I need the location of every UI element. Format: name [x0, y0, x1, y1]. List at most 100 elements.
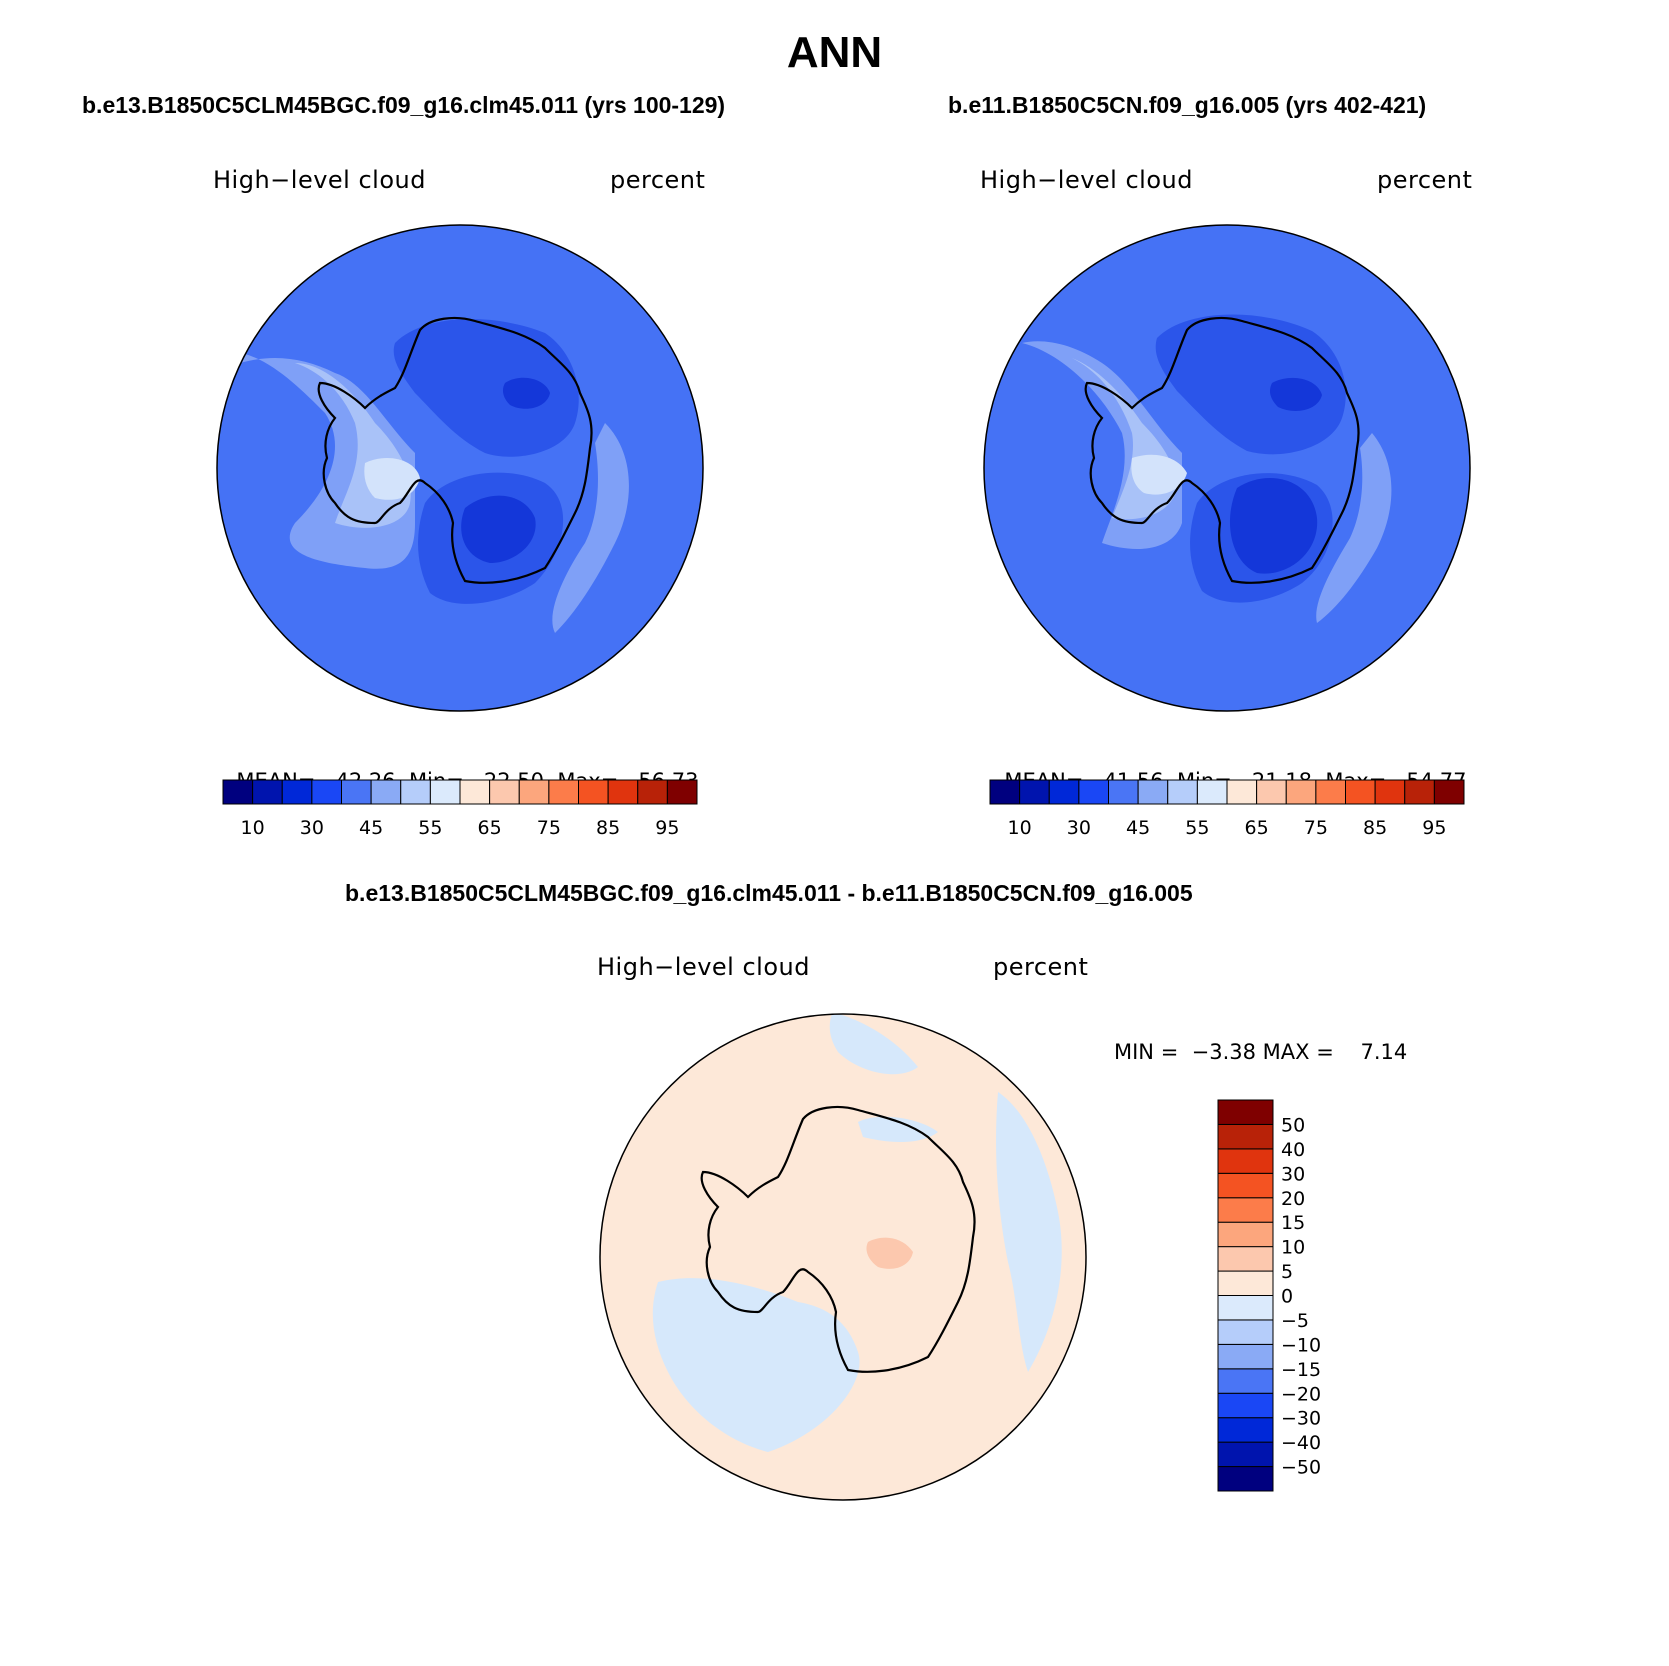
colorbar-tick-label: 45 [359, 817, 383, 839]
colorbar-tick-label: −5 [1281, 1310, 1309, 1332]
colorbar-swatch [1217, 1270, 1274, 1296]
panel2-variable-label: High−level cloud [980, 166, 1193, 194]
colorbar-swatch [1137, 779, 1169, 805]
colorbar-swatch [1217, 1099, 1274, 1125]
colorbar-swatch [1108, 779, 1139, 805]
colorbar-swatch [400, 779, 431, 805]
colorbar-tick-label: 75 [537, 817, 561, 839]
colorbar-swatch [341, 779, 372, 805]
colorbar-swatch [1217, 1343, 1274, 1370]
colorbar-tick-label: −15 [1281, 1359, 1321, 1381]
colorbar-swatch [607, 779, 639, 805]
panel1-variable-label: High−level cloud [213, 166, 426, 194]
panel2-colorbar: 10 30 45 55 65 75 85 95 [989, 779, 1465, 839]
diff-stats: MIN = −3.38 MAX = 7.14 [1114, 1040, 1408, 1064]
negative-region-coast [858, 1116, 938, 1142]
colorbar-swatch [1285, 779, 1317, 805]
colorbar-swatch [1315, 779, 1346, 805]
colorbar-swatch [222, 779, 254, 805]
colorbar-tick-label: 30 [1067, 817, 1091, 839]
colorbar-tick-label: 45 [1126, 817, 1150, 839]
colorbar-swatch [459, 779, 491, 805]
colorbar-tick-label: 85 [1363, 817, 1387, 839]
map-boundary [983, 224, 1471, 712]
east-light-band [552, 423, 629, 633]
darkest-core-north [502, 377, 550, 409]
colorbar-swatch [1167, 779, 1198, 805]
negative-region-north [829, 1014, 918, 1075]
colorbar-swatch [1196, 779, 1228, 805]
colorbar-tick-label: 75 [1304, 817, 1328, 839]
colorbar-swatch [666, 779, 698, 805]
colorbar-swatch [548, 779, 579, 805]
colorbar-swatch [1217, 1466, 1274, 1492]
colorbar-swatch [1217, 1123, 1274, 1150]
east-light-band [1316, 433, 1392, 623]
diff-units-label: percent [993, 953, 1089, 981]
colorbar-tick-label: 85 [596, 817, 620, 839]
colorbar-tick-label: 20 [1281, 1188, 1305, 1210]
colorbar-tick-label: −50 [1281, 1457, 1321, 1479]
panel2-units-label: percent [1377, 166, 1473, 194]
colorbar-tick-label: 40 [1281, 1139, 1305, 1161]
colorbar-swatch [489, 779, 520, 805]
panel2-case-title: b.e11.B1850C5CN.f09_g16.005 (yrs 402-421… [948, 92, 1427, 118]
panel1-units-label: percent [610, 166, 706, 194]
colorbar-tick-label: 0 [1281, 1286, 1293, 1308]
colorbar-tick-label: −30 [1281, 1408, 1321, 1430]
colorbar-tick-label: 10 [1008, 817, 1032, 839]
colorbar-swatch [578, 779, 609, 805]
colorbar-swatch [1226, 779, 1258, 805]
colorbar-tick-label: 65 [478, 817, 502, 839]
positive-patch [866, 1237, 913, 1269]
colorbar-tick-label: 65 [1245, 817, 1269, 839]
colorbar-tick-label: 30 [300, 817, 324, 839]
diff-case-title: b.e13.B1850C5CLM45BGC.f09_g16.clm45.011 … [345, 880, 1193, 906]
panel1-colorbar: 10 30 45 55 65 75 85 95 [222, 779, 698, 839]
colorbar-swatch [1078, 779, 1109, 805]
map-boundary [216, 224, 704, 712]
colorbar-tick-label: −40 [1281, 1432, 1321, 1454]
colorbar-swatch [1374, 779, 1406, 805]
colorbar-swatch [311, 779, 342, 805]
colorbar-swatch [1048, 779, 1080, 805]
colorbar-tick-label: 15 [1281, 1212, 1305, 1234]
dark-interior [393, 319, 579, 457]
colorbar-tick-label: 95 [655, 817, 679, 839]
darkest-core [1229, 478, 1318, 574]
colorbar-swatch [518, 779, 550, 805]
colorbar-tick-label: 55 [418, 817, 442, 839]
colorbar-swatch [1217, 1319, 1274, 1345]
colorbar-tick-label: 10 [1281, 1237, 1305, 1259]
colorbar-swatch [1217, 1392, 1274, 1419]
colorbar-swatch [1217, 1172, 1274, 1199]
antarctica-coastline [317, 316, 593, 584]
antarctica-coastline [1084, 316, 1360, 584]
diff-polar-map [599, 1013, 1087, 1501]
colorbar-tick-label: 30 [1281, 1163, 1305, 1185]
colorbar-swatch [429, 779, 461, 805]
colorbar-swatch [1217, 1221, 1274, 1248]
colorbar-swatch [1217, 1246, 1274, 1272]
darkest-core [461, 495, 536, 563]
diff-variable-label: High−level cloud [597, 953, 810, 981]
panel1-polar-map [216, 224, 704, 712]
colorbar-swatch [989, 779, 1021, 805]
map-boundary [599, 1013, 1087, 1501]
colorbar-swatch [637, 779, 668, 805]
colorbar-swatch [281, 779, 313, 805]
colorbar-tick-label: −10 [1281, 1334, 1321, 1356]
lightest-patch [364, 458, 420, 500]
colorbar-tick-label: −20 [1281, 1383, 1321, 1405]
colorbar-swatch [1217, 1441, 1274, 1468]
panel1-case-title: b.e13.B1850C5CLM45BGC.f09_g16.clm45.011 … [82, 92, 726, 118]
colorbar-swatch [1217, 1197, 1274, 1223]
colorbar-tick-label: 50 [1281, 1114, 1305, 1136]
antarctica-coastline [700, 1105, 976, 1373]
darkest-core-north [1270, 377, 1322, 411]
dark-interior [1155, 314, 1346, 455]
colorbar-tick-label: 10 [241, 817, 265, 839]
negative-region-south [652, 1278, 860, 1452]
colorbar-swatch [1433, 779, 1465, 805]
